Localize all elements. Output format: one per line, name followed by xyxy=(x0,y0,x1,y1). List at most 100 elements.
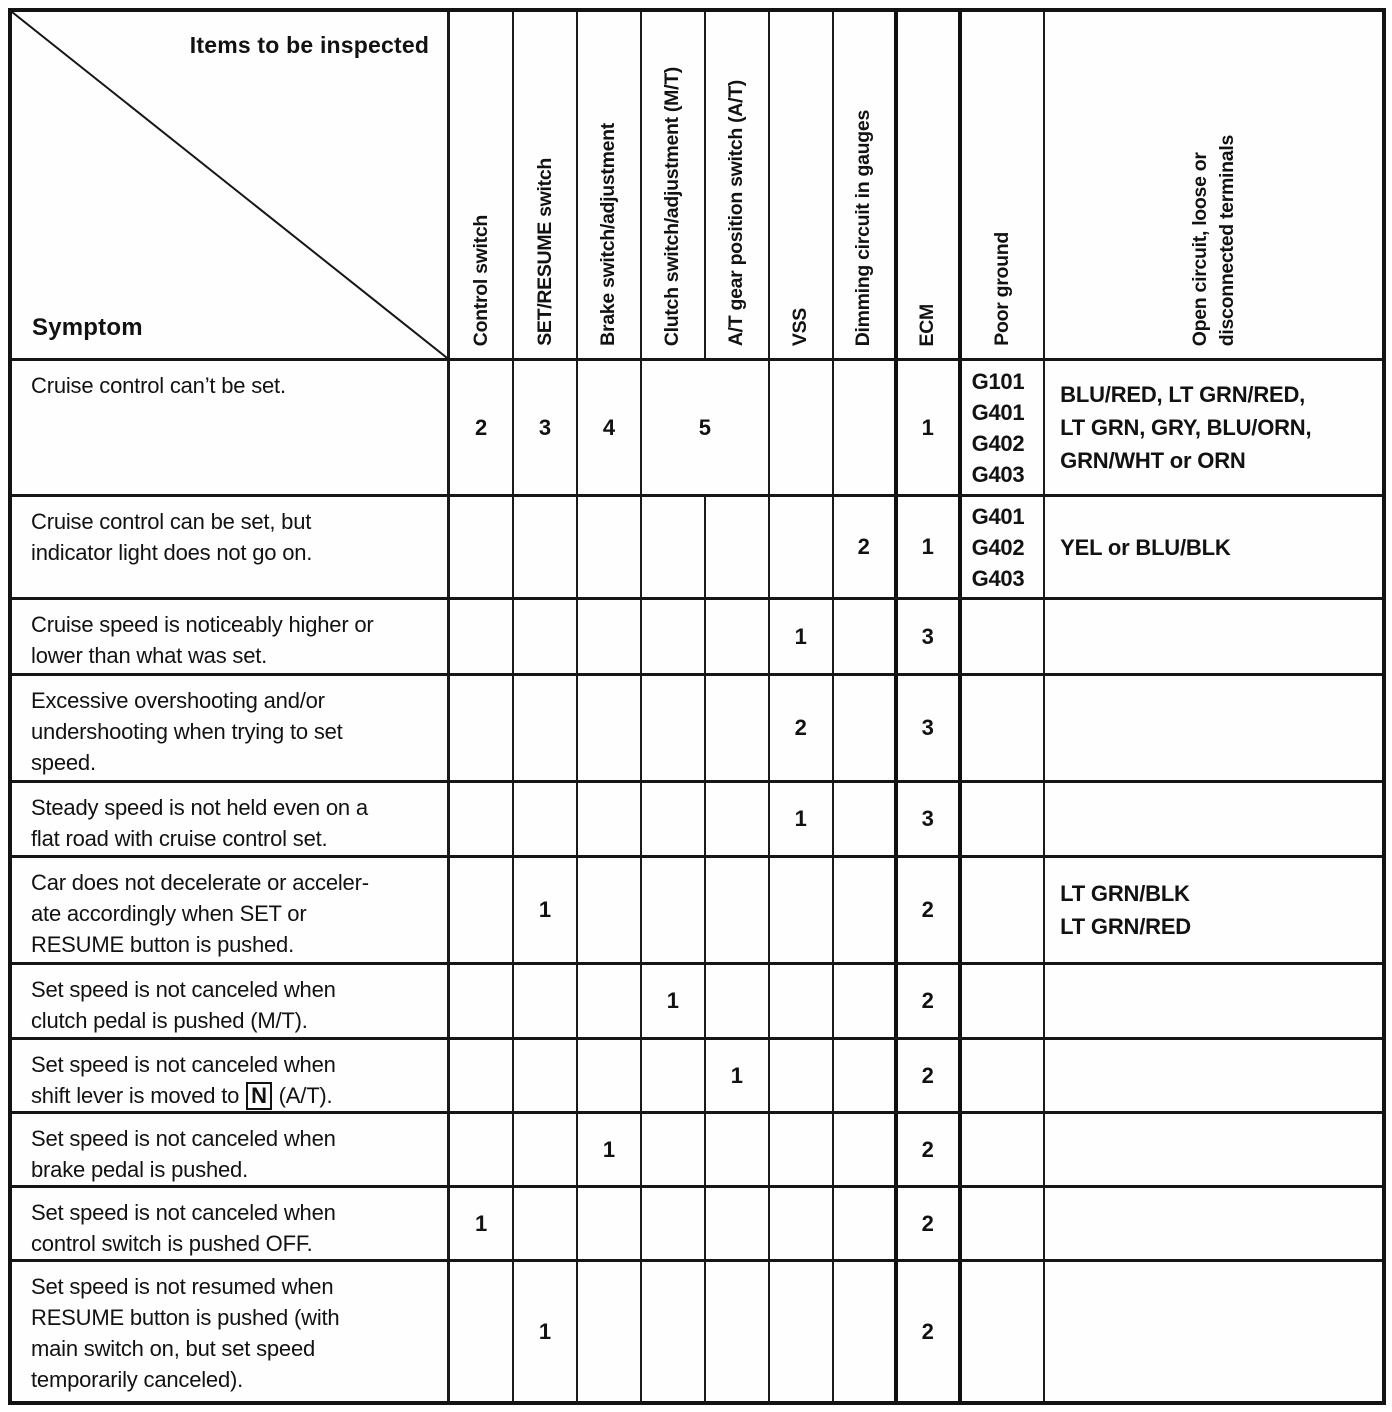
inspect-value-cell-brake-switch-adjustment xyxy=(578,600,642,673)
inspect-value-cell-dimming-circuit-in-gauges xyxy=(834,783,898,855)
inspect-value-cell-dimming-circuit-in-gauges xyxy=(834,1188,898,1259)
table-row: Cruise control can’t be set. 2 3 4 5 1 G101 G4… xyxy=(12,361,1382,497)
column-header-set-resume-switch: SET/RESUME switch xyxy=(514,12,579,358)
inspect-value-cell-vss xyxy=(770,1040,834,1111)
inspect-value-cell-at-gear-position-switch-at xyxy=(706,858,770,962)
symptom-label: Symptom xyxy=(32,314,143,341)
inspect-value-cell-brake-switch-adjustment: 1 xyxy=(578,1114,642,1185)
wiring-cell xyxy=(1045,600,1382,673)
inspect-value-cell-set-resume-switch xyxy=(514,965,579,1037)
inspect-value-cell-at-gear-position-switch-at: 1 xyxy=(706,1040,770,1111)
symptom-text: (A/T). xyxy=(272,1083,333,1108)
inspect-value-cell-vss: 1 xyxy=(770,783,834,855)
inspect-value-cell-control-switch xyxy=(450,783,515,855)
column-header-poor-ground: Poor ground xyxy=(962,12,1046,358)
wiring-cell: BLU/RED, LT GRN/RED, LT GRN, GRY, BLU/OR… xyxy=(1060,382,1312,473)
column-header-open-circuit-loose-or-disconnected-terminals: Open circuit, loose or disconnected term… xyxy=(1045,12,1382,358)
inspect-value-cell-dimming-circuit-in-gauges xyxy=(834,1040,898,1111)
inspect-value-cell-control-switch xyxy=(450,858,515,962)
inspect-value-cell-set-resume-switch xyxy=(514,497,579,597)
inspect-value-cell-vss xyxy=(770,497,834,597)
diagonal-line xyxy=(12,12,447,358)
column-header-brake-switch-adjustment: Brake switch/adjustment xyxy=(578,12,642,358)
inspect-value-cell-clutch-switch-adjustment-mt xyxy=(642,1262,706,1401)
wiring-cell: YEL or BLU/BLK xyxy=(1060,534,1231,560)
inspect-value-cell-set-resume-switch: 1 xyxy=(514,1262,579,1401)
poor-ground-cell xyxy=(962,600,1046,673)
inspect-value-cell-clutch-switch-adjustment-mt xyxy=(642,1188,706,1259)
inspect-value-cell-ecm: 2 xyxy=(898,1114,962,1185)
wiring-cell xyxy=(1045,676,1382,780)
inspect-value-cell-set-resume-switch xyxy=(514,1040,579,1111)
inspect-value-cell-clutch-switch-adjustment-mt xyxy=(642,783,706,855)
table-row: Cruise speed is noticeably higher or low… xyxy=(12,600,1382,676)
inspect-value-cell-brake-switch-adjustment xyxy=(578,858,642,962)
inspect-value-cell-set-resume-switch xyxy=(514,783,579,855)
inspect-value-cell-control-switch xyxy=(450,965,515,1037)
inspect-value-cell-set-resume-switch xyxy=(514,676,579,780)
inspect-value-cell-ecm: 1 xyxy=(898,497,962,597)
inspect-value-cell-at-gear-position-switch-at xyxy=(706,1188,770,1259)
table-row: Car does not decelerate or acceler- ate … xyxy=(12,858,1382,965)
wiring-cell xyxy=(1045,783,1382,855)
column-header-vss: VSS xyxy=(770,12,834,358)
inspect-value-cell-brake-switch-adjustment xyxy=(578,1188,642,1259)
inspect-value-cell-control-switch xyxy=(450,600,515,673)
inspect-value-cell-ecm: 2 xyxy=(898,1188,962,1259)
wiring-cell xyxy=(1045,1114,1382,1185)
poor-ground-cell xyxy=(962,676,1046,780)
inspect-value-cell-dimming-circuit-in-gauges xyxy=(834,1262,898,1401)
inspect-value-cell-ecm: 3 xyxy=(898,783,962,855)
inspect-value-cell-clutch-switch-adjustment-mt: 1 xyxy=(642,965,706,1037)
column-header-ecm: ECM xyxy=(898,12,962,358)
table-row: Set speed is not canceled when shift lev… xyxy=(12,1040,1382,1114)
inspect-value-cell-brake-switch-adjustment xyxy=(578,783,642,855)
inspect-value-cell-control-switch xyxy=(450,1114,515,1185)
inspect-value-cell-vss xyxy=(770,361,834,494)
column-header-label: Clutch switch/adjustment (M/T) xyxy=(661,66,684,346)
inspect-value-cell-at-gear-position-switch-at xyxy=(706,1114,770,1185)
inspect-value-cell-ecm: 2 xyxy=(898,1262,962,1401)
poor-ground-cell xyxy=(962,1040,1046,1111)
inspect-value-cell-at-gear-position-switch-at xyxy=(706,676,770,780)
boxed-n-indicator: N xyxy=(246,1082,272,1110)
poor-ground-cell xyxy=(962,1262,1046,1401)
column-header-label: Open circuit, loose or disconnected term… xyxy=(1188,134,1238,346)
inspect-value-cell-at-gear-position-switch-at xyxy=(706,965,770,1037)
inspect-value-cell-vss xyxy=(770,1188,834,1259)
table-row: Steady speed is not held even on a flat … xyxy=(12,783,1382,858)
inspect-value-cell-dimming-circuit-in-gauges xyxy=(834,676,898,780)
symptom-cell: Car does not decelerate or acceler- ate … xyxy=(12,858,451,962)
symptom-cell: Set speed is not canceled when clutch pe… xyxy=(12,965,451,1037)
symptom-text: Set speed is not canceled when shift lev… xyxy=(31,1052,336,1108)
inspect-value-cell-ecm: 3 xyxy=(898,600,962,673)
wiring-cell: LT GRN/BLK LT GRN/RED xyxy=(1060,881,1191,939)
items-to-be-inspected-label: Items to be inspected xyxy=(189,32,430,58)
wiring-cell xyxy=(1045,1040,1382,1111)
table-row: Set speed is not canceled when control s… xyxy=(12,1188,1382,1262)
header-row: Items to be inspected Symptom Control sw… xyxy=(12,12,1382,361)
inspect-value-cell-control-switch xyxy=(450,497,515,597)
inspect-value-cell-dimming-circuit-in-gauges: 2 xyxy=(834,497,898,597)
inspect-value-cell-dimming-circuit-in-gauges xyxy=(834,858,898,962)
inspect-value-cell-vss xyxy=(770,1262,834,1401)
table-row: Set speed is not canceled when clutch pe… xyxy=(12,965,1382,1040)
symptom-cell: Cruise speed is noticeably higher or low… xyxy=(12,600,451,673)
table-row: Set speed is not canceled when brake ped… xyxy=(12,1114,1382,1188)
inspect-value-cell-at-gear-position-switch-at xyxy=(706,600,770,673)
poor-ground-cell: G401 G402 G403 xyxy=(962,497,1046,597)
symptom-cell: Excessive overshooting and/or undershoot… xyxy=(12,676,451,780)
wiring-cell xyxy=(1045,1188,1382,1259)
poor-ground-cell xyxy=(962,858,1046,962)
inspect-value-cell-vss xyxy=(770,858,834,962)
symptom-cell: Cruise control can’t be set. xyxy=(12,361,451,494)
column-header-dimming-circuit-in-gauges: Dimming circuit in gauges xyxy=(834,12,898,358)
inspect-value-cell-brake-switch-adjustment xyxy=(578,1040,642,1111)
inspect-value-cell-control-switch xyxy=(450,676,515,780)
inspect-value-cell-ecm: 3 xyxy=(898,676,962,780)
inspect-value-cell-clutch-switch-adjustment-mt xyxy=(642,676,706,780)
column-header-label: Control switch xyxy=(469,214,492,346)
column-header-label: A/T gear position switch (A/T) xyxy=(725,79,748,346)
inspect-value-cell-clutch-switch-adjustment-mt: 5 xyxy=(642,361,770,494)
inspect-value-cell-brake-switch-adjustment xyxy=(578,1262,642,1401)
